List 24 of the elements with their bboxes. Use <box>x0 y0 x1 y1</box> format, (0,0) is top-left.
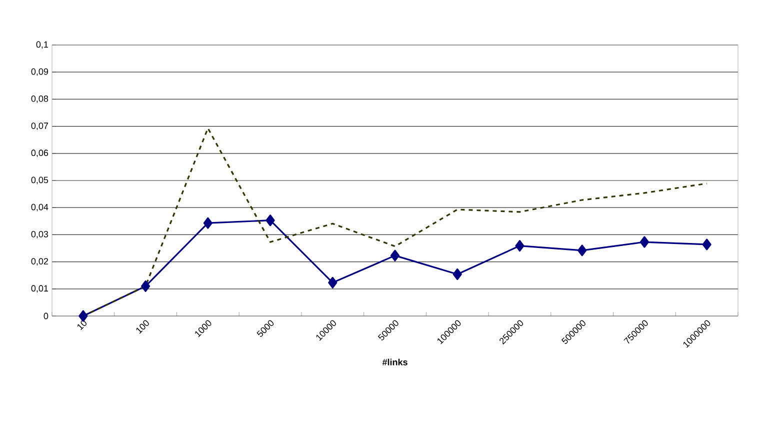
x-tick-label: 10 <box>77 320 87 330</box>
y-tick-label: 0,02 <box>31 258 48 266</box>
point <box>452 268 462 280</box>
y-tick-label: 0,01 <box>31 285 48 293</box>
y-tick-label: 0,06 <box>31 150 48 158</box>
point <box>203 217 212 229</box>
point <box>328 276 338 288</box>
point <box>515 240 524 252</box>
x-tick-label: 100 <box>136 320 149 334</box>
point <box>702 238 712 250</box>
point <box>578 244 587 256</box>
y-tick-label: 0,1 <box>36 41 48 49</box>
y-tick-label: 0,07 <box>31 122 48 130</box>
point <box>390 250 400 262</box>
y-tick-label: 0,03 <box>31 230 48 238</box>
point <box>640 236 650 248</box>
y-tick-label: 0,09 <box>31 68 48 76</box>
y-tick-label: 0 <box>44 312 48 320</box>
y-tick-label: 0,04 <box>31 204 48 212</box>
y-tick-label: 0,08 <box>31 95 48 103</box>
y-tick-label: 0,05 <box>31 176 48 184</box>
point <box>266 214 275 226</box>
point <box>140 280 150 292</box>
x-axis-title: #links <box>382 358 408 366</box>
